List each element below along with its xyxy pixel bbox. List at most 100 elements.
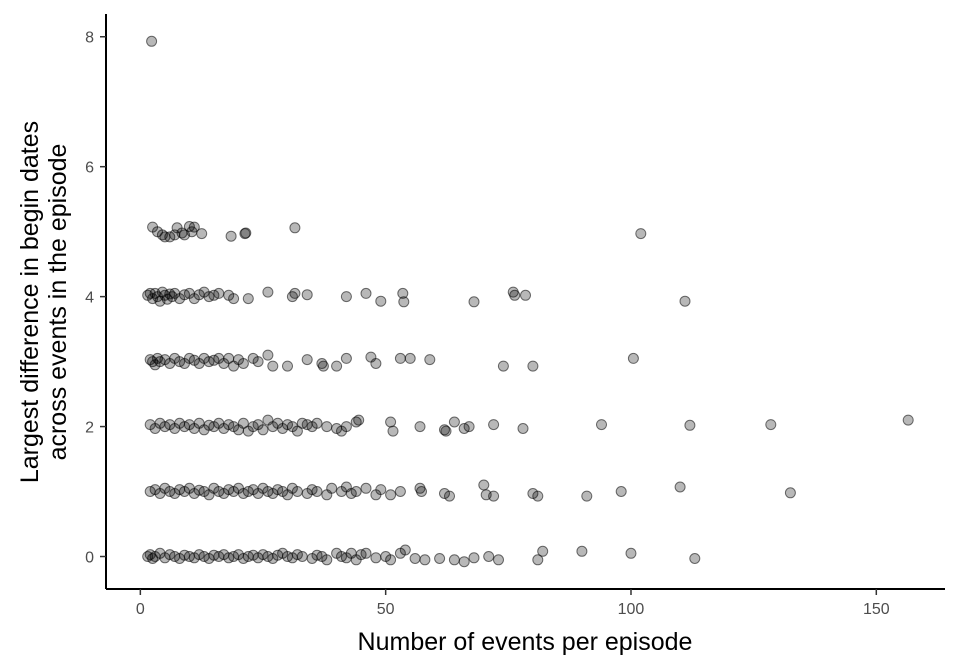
y-axis-title-line-1: Largest difference in begin dates [16, 121, 44, 483]
data-point [301, 289, 313, 301]
data-point [398, 296, 410, 308]
data-point [399, 544, 411, 556]
data-point [188, 221, 200, 233]
points-layer [142, 35, 914, 568]
y-tick-label: 2 [85, 420, 94, 437]
x-axis-ticks: 0 50 100 150 [136, 589, 890, 618]
data-point [311, 417, 323, 429]
data-point [424, 354, 436, 366]
data-point [397, 287, 409, 299]
data-point [289, 287, 301, 299]
data-point [440, 425, 452, 437]
data-point [434, 553, 446, 564]
data-point [493, 554, 504, 566]
data-point [394, 486, 406, 497]
data-point [196, 228, 208, 240]
x-tick-label: 100 [618, 601, 645, 618]
data-point [385, 489, 397, 501]
data-point [576, 545, 588, 557]
data-point [340, 291, 352, 303]
data-point [326, 482, 338, 494]
data-point [448, 554, 460, 566]
data-point [331, 360, 343, 372]
data-point [627, 352, 639, 364]
data-point [439, 424, 450, 436]
data-point [146, 35, 158, 47]
data-point [301, 354, 313, 366]
data-point [353, 414, 365, 426]
data-point [370, 358, 382, 369]
data-point [213, 287, 225, 299]
data-point [267, 360, 279, 372]
data-point [370, 552, 382, 564]
data-point [350, 486, 362, 497]
data-point [360, 547, 372, 559]
data-point [448, 416, 460, 428]
data-point [520, 289, 531, 301]
y-tick-label: 6 [85, 160, 94, 177]
data-point [625, 547, 637, 559]
data-point [375, 484, 387, 496]
data-point [488, 490, 500, 502]
data-point [468, 296, 480, 308]
data-point [291, 486, 303, 497]
data-point [468, 552, 480, 564]
data-point [237, 417, 249, 429]
data-point [385, 416, 397, 428]
data-point [262, 286, 274, 298]
data-point [439, 488, 450, 499]
data-point [340, 352, 352, 364]
data-point [242, 293, 254, 305]
x-tick-label: 150 [863, 601, 890, 618]
data-point [517, 423, 529, 434]
data-point [419, 554, 431, 566]
data-point [282, 360, 293, 372]
data-point [252, 356, 264, 368]
data-point [765, 419, 777, 431]
data-point [317, 360, 329, 372]
data-point [385, 554, 397, 566]
y-tick-label: 8 [85, 30, 94, 47]
data-point [497, 360, 509, 372]
data-point [409, 553, 421, 564]
data-point [483, 551, 495, 562]
data-point [296, 551, 308, 562]
data-point [615, 486, 627, 497]
data-point [581, 490, 593, 502]
data-point [262, 349, 274, 361]
y-tick-label: 4 [85, 290, 94, 307]
data-point [635, 228, 647, 240]
data-point [674, 481, 686, 493]
data-point [689, 553, 701, 564]
data-point [387, 425, 399, 437]
data-point [532, 554, 544, 566]
data-point [488, 419, 500, 431]
data-point [340, 421, 352, 433]
y-axis-ticks: 0 2 4 6 8 [85, 30, 106, 567]
y-tick-label: 0 [85, 550, 94, 567]
x-tick-label: 0 [136, 601, 145, 618]
data-point [311, 486, 323, 497]
data-point [444, 490, 455, 502]
data-point [537, 545, 549, 557]
data-point [679, 295, 691, 307]
data-point [784, 487, 796, 499]
data-point [375, 295, 387, 307]
data-point [228, 293, 240, 305]
data-point [291, 425, 303, 437]
data-point [478, 479, 490, 491]
data-point [237, 358, 249, 369]
data-point [416, 486, 427, 497]
x-tick-label: 50 [377, 601, 395, 618]
data-point [458, 556, 470, 568]
y-axis-title: Largest difference in begin dates across… [16, 121, 72, 483]
data-point [902, 414, 914, 426]
y-axis-title-line-2: across events in the episode [44, 144, 72, 461]
data-point [532, 490, 544, 502]
data-point [289, 222, 301, 234]
data-point [321, 421, 333, 433]
data-point [257, 424, 269, 436]
x-axis-title: Number of events per episode [358, 628, 693, 656]
data-point [394, 352, 406, 364]
